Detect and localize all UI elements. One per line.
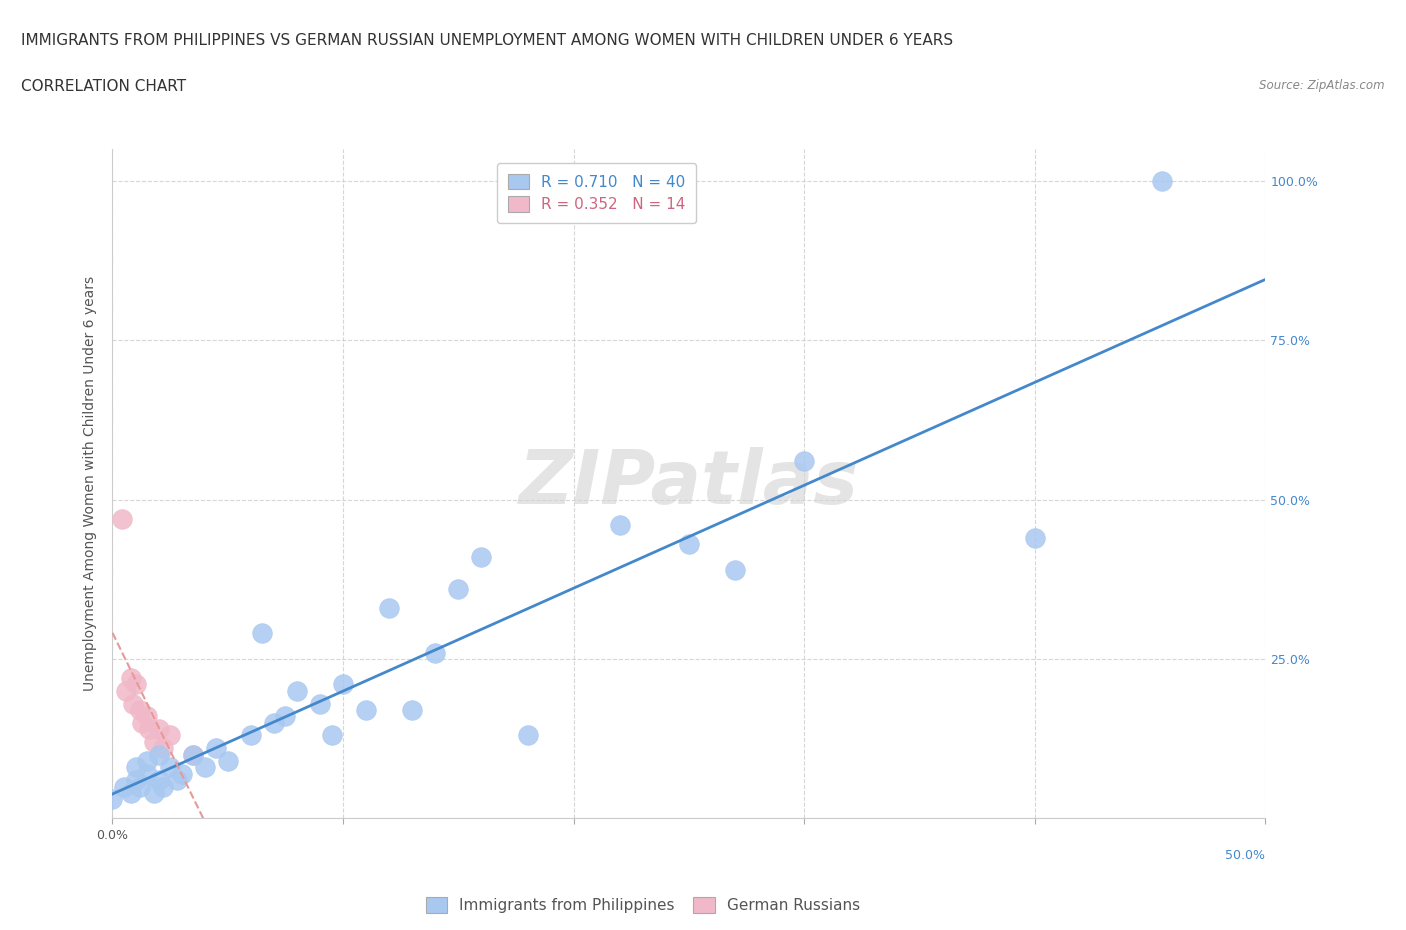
Point xyxy=(516,728,538,743)
Point xyxy=(148,747,170,762)
Point xyxy=(124,773,146,788)
Point xyxy=(115,684,138,698)
Legend: Immigrants from Philippines, German Russians: Immigrants from Philippines, German Russ… xyxy=(415,886,870,923)
Text: CORRELATION CHART: CORRELATION CHART xyxy=(21,79,186,94)
Point xyxy=(124,677,146,692)
Point xyxy=(112,779,135,794)
Point xyxy=(122,697,145,711)
Point xyxy=(470,550,492,565)
Point xyxy=(143,735,166,750)
Point xyxy=(143,786,166,801)
Point xyxy=(129,702,152,717)
Point xyxy=(101,791,124,806)
Point xyxy=(148,773,170,788)
Point xyxy=(129,779,152,794)
Point xyxy=(609,518,631,533)
Point xyxy=(1024,530,1046,545)
Point xyxy=(217,753,239,768)
Point xyxy=(332,677,354,692)
Point xyxy=(285,684,308,698)
Point xyxy=(152,779,174,794)
Point xyxy=(239,728,262,743)
Point xyxy=(252,626,274,641)
Point xyxy=(321,728,343,743)
Point xyxy=(159,760,181,775)
Text: Source: ZipAtlas.com: Source: ZipAtlas.com xyxy=(1260,79,1385,92)
Point xyxy=(138,722,160,737)
Point xyxy=(152,741,174,756)
Point xyxy=(194,760,217,775)
Text: ZIPatlas: ZIPatlas xyxy=(519,447,859,520)
Point xyxy=(793,454,815,469)
Text: IMMIGRANTS FROM PHILIPPINES VS GERMAN RUSSIAN UNEMPLOYMENT AMONG WOMEN WITH CHIL: IMMIGRANTS FROM PHILIPPINES VS GERMAN RU… xyxy=(21,33,953,47)
Point xyxy=(136,766,159,781)
Point xyxy=(309,697,332,711)
Point xyxy=(148,722,170,737)
Point xyxy=(181,747,204,762)
Point xyxy=(120,786,142,801)
Point xyxy=(263,715,285,730)
Point xyxy=(274,709,297,724)
Point xyxy=(724,563,747,578)
Point xyxy=(166,773,188,788)
Point xyxy=(205,741,228,756)
Point xyxy=(124,760,146,775)
Point xyxy=(170,766,193,781)
Point xyxy=(401,702,423,717)
Point xyxy=(1150,173,1173,188)
Text: 50.0%: 50.0% xyxy=(1226,848,1265,861)
Y-axis label: Unemployment Among Women with Children Under 6 years: Unemployment Among Women with Children U… xyxy=(83,276,97,691)
Point xyxy=(378,601,401,616)
Point xyxy=(354,702,377,717)
Point xyxy=(131,715,153,730)
Point xyxy=(425,645,447,660)
Point xyxy=(678,537,700,551)
Point xyxy=(136,753,159,768)
Point xyxy=(120,671,142,685)
Point xyxy=(111,512,134,526)
Point xyxy=(447,581,470,596)
Point xyxy=(136,709,159,724)
Point xyxy=(159,728,181,743)
Point xyxy=(181,747,204,762)
